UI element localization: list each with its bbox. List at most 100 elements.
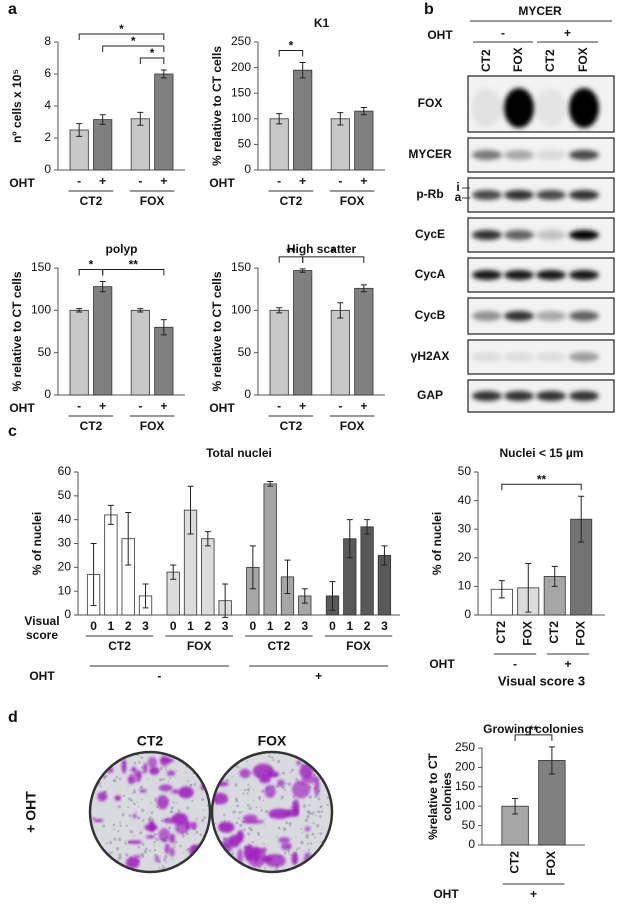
dish-speckle: [198, 842, 200, 845]
dish-speckle: [179, 844, 182, 848]
dish-speckle: [309, 842, 313, 845]
dish-speckle: [100, 860, 105, 864]
dish-speckle: [311, 832, 315, 836]
colony-label: FOX: [258, 733, 287, 749]
colony: [147, 756, 158, 768]
dish-speckle: [116, 865, 121, 869]
significance-bracket: [501, 483, 582, 491]
dish-speckle: [214, 822, 217, 825]
dish-speckle: [118, 777, 122, 781]
y-tick-label: 150: [231, 260, 251, 274]
dish-speckle: [194, 764, 197, 767]
blot-row-label: CycB: [415, 308, 446, 322]
category-label: OHT: [9, 401, 35, 415]
dish-speckle: [194, 857, 198, 861]
dish-speckle: [170, 806, 174, 810]
significance-label: **: [529, 723, 539, 737]
colony: [121, 759, 127, 774]
dish-speckle: [133, 788, 136, 791]
dish-speckle: [164, 842, 166, 844]
dish-speckle: [287, 849, 291, 853]
dish-speckle: [241, 810, 244, 813]
dish-speckle: [232, 810, 236, 814]
error-bar: [301, 588, 308, 604]
significance-bracket: [102, 269, 165, 276]
dish-speckle: [228, 819, 231, 822]
y-tick-label: 0: [44, 387, 51, 401]
dish-rim: [88, 750, 212, 874]
category-label: OHT: [209, 401, 235, 415]
dish-speckle: [172, 824, 174, 827]
dish-speckle: [153, 832, 157, 836]
panel-label: b: [424, 1, 434, 18]
colony: [277, 779, 285, 787]
blot-band: [472, 88, 502, 128]
dish-speckle: [237, 817, 240, 820]
error-bar: [284, 559, 291, 595]
dish-speckle: [94, 843, 97, 846]
dish-speckle: [141, 798, 143, 801]
dish-speckle: [140, 765, 144, 770]
bar: [130, 118, 150, 171]
significance-label: *: [89, 258, 94, 272]
y-tick-label: 50: [38, 345, 52, 359]
dish-speckle: [168, 826, 172, 830]
dish-speckle: [283, 772, 285, 775]
dish-speckle: [103, 777, 106, 780]
x-tick-label: FOX: [573, 621, 587, 646]
dish-speckle: [284, 789, 287, 792]
x-tick-label: -: [277, 174, 281, 188]
dish-speckle: [111, 851, 114, 854]
dish-speckle: [140, 756, 144, 759]
dish-speckle: [102, 761, 104, 763]
error-bar: [99, 114, 106, 125]
y-tick-label: 0: [64, 607, 71, 621]
dish-speckle: [236, 804, 240, 808]
colony: [169, 833, 175, 844]
colony: [114, 795, 122, 801]
y-tick-label: 6: [44, 66, 51, 80]
dish-speckle: [234, 783, 238, 787]
lane-label: FOX: [576, 47, 590, 72]
bar: [293, 69, 313, 171]
dish-speckle: [277, 826, 281, 830]
group-label: CT2: [280, 419, 303, 433]
treatment-label: + OHT: [23, 791, 39, 833]
colony: [304, 826, 311, 832]
dish-speckle: [235, 757, 238, 760]
colony: [218, 821, 235, 833]
colony: [252, 763, 274, 779]
dish-speckle: [119, 821, 122, 824]
x-tick-label: 3: [301, 619, 308, 633]
dish-speckle: [246, 804, 250, 807]
dish-speckle: [129, 830, 134, 834]
error-bar: [512, 797, 519, 815]
dish-speckle: [166, 766, 168, 768]
colony: [171, 789, 182, 794]
dish-speckle: [98, 800, 101, 802]
dish-speckle: [309, 804, 311, 807]
y-tick-label: 100: [231, 111, 251, 125]
colony: [193, 851, 208, 862]
panel-label: c: [8, 423, 17, 440]
colony: [212, 792, 228, 805]
dish-speckle: [113, 828, 115, 831]
colony: [158, 784, 173, 792]
dish-speckle: [252, 799, 255, 802]
dish-speckle: [121, 813, 125, 817]
x-tick-label: -: [138, 399, 142, 413]
y-tick-label: 150: [455, 779, 475, 793]
dish-speckle: [141, 819, 145, 822]
blot-row-label: γH2AX: [411, 349, 450, 363]
dish-speckle: [222, 813, 226, 817]
colony: [268, 808, 291, 819]
significance-bracket: [78, 33, 165, 40]
dish-speckle: [127, 806, 130, 809]
dish-speckle: [193, 763, 197, 767]
category-label: Visual: [24, 614, 59, 628]
blot-band: [536, 150, 566, 160]
dish-speckle: [319, 841, 322, 844]
dish-speckle: [98, 870, 101, 872]
blot-band: [504, 150, 534, 160]
